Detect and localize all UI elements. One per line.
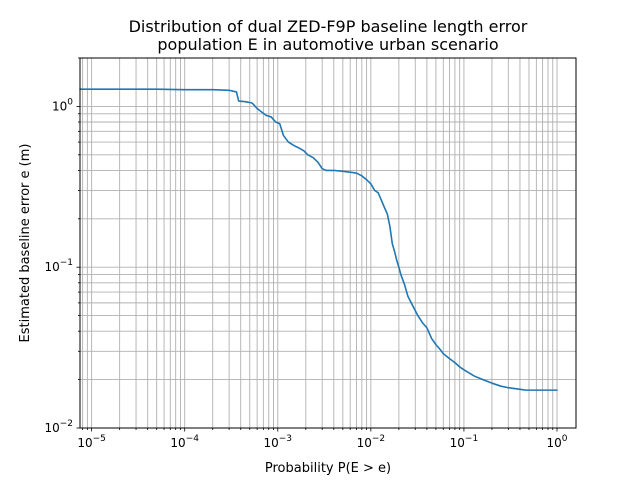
y-tick-label: 10−1 [44, 258, 73, 274]
x-tick-label: 10−2 [357, 434, 386, 450]
series-line-0 [79, 88, 558, 391]
series-layer [79, 88, 558, 391]
x-tick-label: 100 [546, 434, 567, 450]
x-tick-label: 10−3 [263, 434, 292, 450]
y-tick-label: 10−2 [44, 419, 73, 435]
axis-ticks: 10−5 10−4 10−3 10−2 10−1 100 10−2 10−1 100 [44, 57, 568, 450]
x-tick-label: 10−4 [170, 434, 199, 450]
x-axis-label: Probability P(E > e) [265, 461, 391, 476]
plot-frame [79, 57, 577, 429]
chart-title-line-1: Distribution of dual ZED-F9P baseline le… [129, 17, 528, 36]
chart-title-line-2: population E in automotive urban scenari… [157, 35, 498, 54]
x-tick-label: 10−5 [77, 434, 106, 450]
y-axis-label: Estimated baseline error e (m) [18, 144, 33, 343]
x-tick-label: 10−1 [450, 434, 479, 450]
y-tick-label: 100 [52, 97, 73, 113]
